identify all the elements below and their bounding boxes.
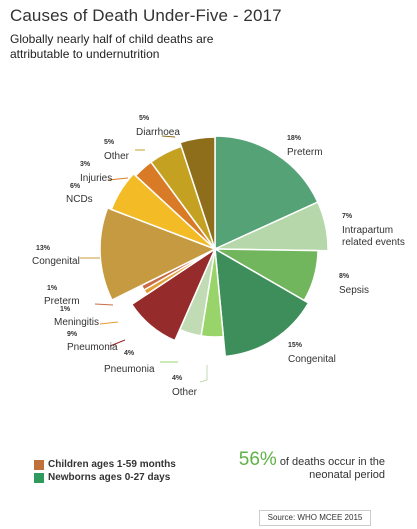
- slice-label-congenital-3: Congenital: [288, 354, 336, 365]
- pie-slice-congenital-3: [214, 247, 310, 358]
- slice-percent-other-12: 5%: [104, 139, 115, 146]
- leader-line-pneumonia-6: [109, 339, 126, 347]
- legend: Children ages 1-59 months Newborns ages …: [34, 458, 176, 484]
- slice-percent-intrapartum-related-events-1: 7%: [342, 213, 353, 220]
- pie-slice-preterm-0: [214, 135, 319, 251]
- legend-item-children: Children ages 1-59 months: [34, 458, 176, 471]
- slice-percent-pneumonia-4: 4%: [124, 350, 135, 357]
- legend-swatch-children: [34, 459, 44, 470]
- slice-percent-meningitis-7: 1%: [60, 306, 71, 313]
- slice-label-intrapartum-related-events-1: Intrapartum related events: [342, 225, 405, 248]
- slice-label-sepsis-2: Sepsis: [339, 285, 369, 296]
- slice-label-other-12: Other: [104, 151, 130, 162]
- callout-percent: 56%: [238, 449, 277, 470]
- slice-label-meningitis-7: Meningitis: [54, 317, 99, 328]
- slice-percent-sepsis-2: 8%: [339, 273, 350, 280]
- slice-percent-pneumonia-6: 9%: [67, 331, 78, 338]
- leader-line-other-5: [199, 365, 208, 383]
- slice-percent-congenital-9: 13%: [36, 245, 51, 252]
- slice-percent-preterm-8: 1%: [47, 285, 58, 292]
- slice-label-other-5: Other: [172, 387, 198, 398]
- legend-swatch-newborns: [34, 472, 44, 483]
- slice-label-diarrhoea-13: Diarrhoea: [136, 127, 180, 138]
- slice-label-preterm-0: Preterm: [287, 147, 323, 158]
- slice-label-ncds-10: NCDs: [66, 194, 93, 205]
- legend-label-children: Children ages 1-59 months: [48, 459, 176, 470]
- slice-percent-ncds-10: 6%: [70, 183, 81, 190]
- legend-label-newborns: Newborns ages 0-27 days: [48, 472, 171, 483]
- chart-title: Causes of Death Under-Five - 2017: [10, 6, 282, 25]
- slice-label-preterm-8: Preterm: [44, 296, 80, 307]
- pie-slice-congenital-9: [99, 206, 217, 302]
- leader-line-diarrhoea-13: [161, 135, 176, 138]
- leader-line-injuries-11: [107, 177, 129, 181]
- slice-label-pneumonia-6: Pneumonia: [67, 342, 118, 353]
- slice-percent-other-5: 4%: [172, 375, 183, 382]
- pie-slice-pneumonia-6: [130, 246, 217, 342]
- legend-item-newborns: Newborns ages 0-27 days: [34, 471, 176, 484]
- slice-label-injuries-11: Injuries: [80, 173, 112, 184]
- slice-percent-preterm-0: 18%: [287, 135, 302, 142]
- chart-subtitle: Globally nearly half of child deaths are…: [10, 32, 214, 61]
- slice-percent-diarrhoea-13: 5%: [139, 115, 150, 122]
- source-note: Source: WHO MCEE 2015: [259, 510, 371, 526]
- slice-percent-congenital-3: 15%: [288, 342, 303, 349]
- callout-text: of deaths occur in the neonatal period: [279, 456, 385, 481]
- slice-label-congenital-9: Congenital: [32, 256, 80, 267]
- pie-slice-diarrhoea-13: [179, 136, 216, 250]
- pie-slice-ncds-10: [110, 172, 216, 250]
- slice-label-pneumonia-4: Pneumonia: [104, 364, 155, 375]
- leader-line-meningitis-7: [99, 321, 119, 325]
- slice-percent-injuries-11: 3%: [80, 161, 91, 168]
- pie-slice-intrapartum-related-events-1: [214, 201, 329, 252]
- leader-line-preterm-8: [94, 303, 114, 306]
- neonatal-callout: 56% of deaths occur in the neonatal perio…: [205, 450, 385, 482]
